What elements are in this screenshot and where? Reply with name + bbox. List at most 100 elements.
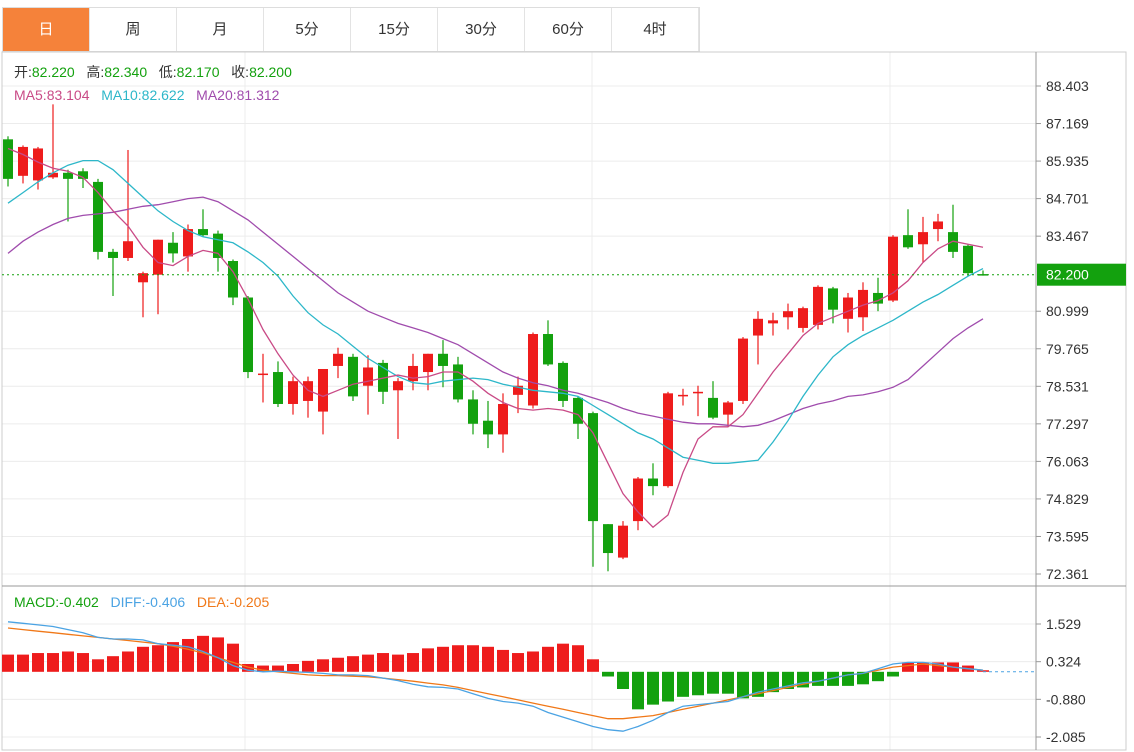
macd-bar (602, 671, 614, 677)
candle-body (603, 524, 613, 554)
macd-bar (722, 671, 734, 694)
candle-body (198, 229, 208, 236)
price-tick-label: 87.169 (1046, 116, 1089, 132)
candle-body (303, 381, 313, 401)
macd-bar (77, 653, 89, 672)
candle-body (708, 397, 718, 418)
candle-body (48, 172, 58, 178)
candle-body (498, 403, 508, 435)
price-tick-label: 79.765 (1046, 341, 1089, 357)
tab-30min[interactable]: 30分 (438, 8, 525, 51)
price-tick-label: 74.829 (1046, 491, 1089, 507)
macd-tick-label: -0.880 (1046, 691, 1086, 707)
tab-15min[interactable]: 15分 (351, 8, 438, 51)
macd-bar (887, 671, 899, 677)
candle-body (723, 402, 733, 415)
tab-day[interactable]: 日 (3, 8, 90, 51)
macd-bar (617, 671, 629, 690)
period-tabs: 日 周 月 5分 15分 30分 60分 4时 (2, 7, 700, 52)
macd-bar (392, 654, 404, 672)
macd-bar (92, 659, 104, 672)
diff-line (7, 621, 984, 732)
macd-bar (917, 662, 929, 672)
candle-body (918, 232, 928, 245)
macd-bar (227, 643, 239, 672)
last-price-tag (1037, 263, 1126, 286)
high-value: 82.340 (104, 64, 147, 80)
tab-week[interactable]: 周 (90, 8, 177, 51)
price-tick-label: 77.297 (1046, 416, 1089, 432)
macd-bar (182, 638, 194, 672)
ma5-value: 83.104 (47, 87, 90, 103)
macd-bar (812, 671, 824, 686)
macd-bar (2, 654, 14, 672)
candle-body (588, 413, 598, 522)
candle-body (243, 297, 253, 373)
macd-value: -0.402 (59, 594, 99, 610)
macd-bar (242, 663, 254, 672)
ma10-line (7, 159, 984, 464)
candle-body (693, 391, 703, 394)
macd-bar (347, 656, 359, 672)
candle-body (3, 139, 13, 179)
candlesticks (3, 104, 988, 572)
macd-bar (857, 671, 869, 685)
price-tick-label: 88.403 (1046, 78, 1089, 94)
candle-body (558, 362, 568, 401)
macd-bar (302, 660, 314, 672)
candle-body (93, 181, 103, 252)
candle-body (903, 235, 913, 248)
candle-body (753, 318, 763, 336)
candle-body (858, 289, 868, 318)
last-price-label: 82.200 (1046, 267, 1089, 283)
macd-bar (977, 670, 989, 672)
open-value: 82.220 (32, 64, 75, 80)
macd-bar (767, 671, 779, 693)
macd-bar (647, 671, 659, 705)
ma5-line (7, 147, 984, 529)
macd-bar (332, 657, 344, 672)
tab-month[interactable]: 月 (177, 8, 264, 51)
candle-body (633, 478, 643, 522)
macd-bar (257, 665, 269, 672)
candle-body (138, 273, 148, 283)
open-label: 开: (14, 64, 32, 80)
candle-body (873, 292, 883, 304)
candle-body (828, 288, 838, 310)
candle-body (348, 356, 358, 397)
tab-4hour[interactable]: 4时 (612, 8, 699, 51)
candle-body (783, 311, 793, 318)
candle-body (18, 146, 28, 176)
candle-body (648, 478, 658, 487)
candle-body (813, 286, 823, 325)
price-tick-label: 72.361 (1046, 566, 1089, 582)
diff-label: DIFF: (111, 594, 146, 610)
candle-body (453, 364, 463, 400)
candle-body (363, 367, 373, 386)
macd-bar (662, 671, 674, 702)
macd-bar (137, 646, 149, 672)
candle-body (63, 172, 73, 179)
macd-bar (287, 663, 299, 672)
candle-body (213, 233, 223, 258)
macd-bar (512, 653, 524, 672)
tab-5min[interactable]: 5分 (264, 8, 351, 51)
candle-body (843, 297, 853, 319)
macd-bar (467, 645, 479, 672)
price-tick-label: 78.531 (1046, 378, 1089, 394)
candle-body (378, 362, 388, 392)
close-label: 收: (231, 64, 249, 80)
ma-legend: MA5:83.104 MA10:82.622 MA20:81.312 (14, 87, 291, 103)
candle-body (408, 365, 418, 382)
macd-bar (422, 648, 434, 672)
macd-tick-label: 1.529 (1046, 616, 1081, 632)
macd-bar (107, 656, 119, 672)
tab-60min[interactable]: 60分 (525, 8, 612, 51)
macd-bar (212, 637, 224, 672)
candle-body (438, 353, 448, 366)
candle-body (228, 261, 238, 298)
ma10-value: 82.622 (142, 87, 185, 103)
candle-body (333, 353, 343, 366)
candle-body (393, 381, 403, 391)
